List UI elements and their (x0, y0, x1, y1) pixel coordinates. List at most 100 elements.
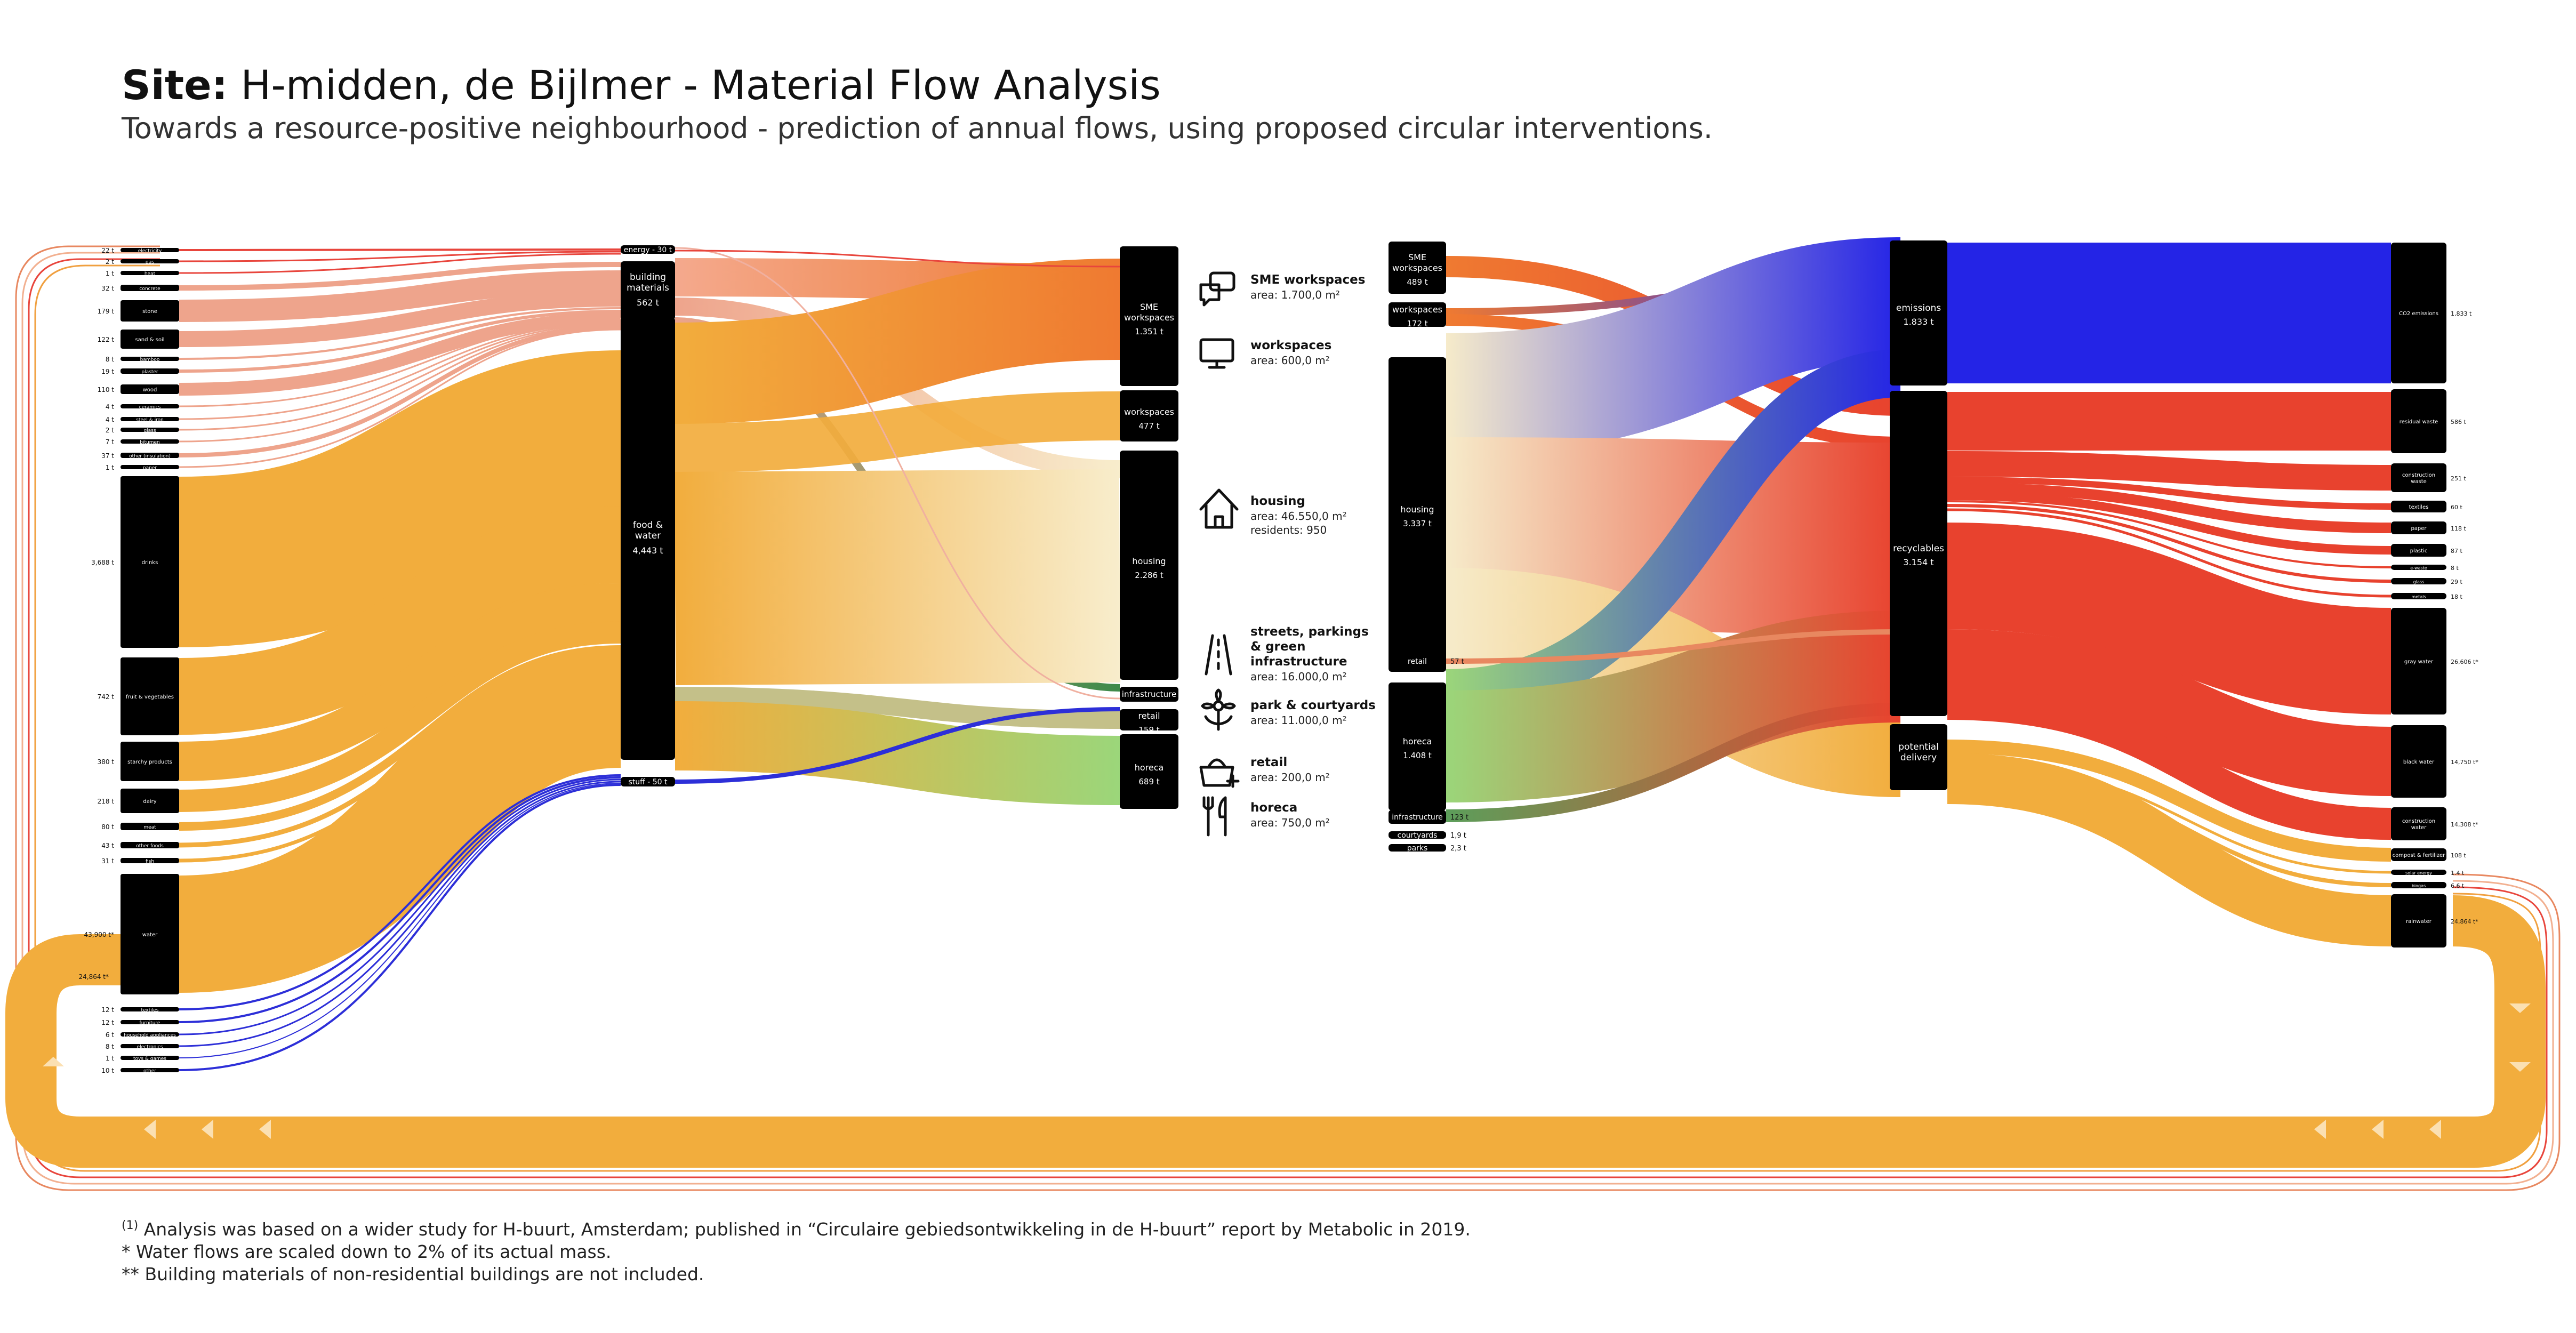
output-node-compost-fertilizer[interactable]: compost & fertilizer 108 t (2391, 848, 2466, 861)
input-node-heat[interactable]: heat 1 t (106, 270, 179, 277)
category-node-stuff[interactable]: stuff - 50 t (621, 777, 675, 786)
output-node-label: residual waste (2400, 419, 2438, 425)
output-node-glass[interactable]: glass 29 t (2391, 578, 2462, 585)
outflow-node-emissions[interactable]: emissions 1.833 t (1890, 240, 1947, 386)
input-node-dairy[interactable]: dairy 218 t (98, 789, 179, 813)
input-node-value: 179 t (98, 308, 115, 315)
input-node-sand-soil[interactable]: sand & soil 122 t (98, 330, 179, 349)
category-node-food-water[interactable]: food &water 4,443 t (621, 317, 675, 760)
input-node-meat[interactable]: meat 80 t (101, 823, 179, 831)
input-node-household-appliances[interactable]: household appliances 6 t (106, 1031, 179, 1039)
legend-item-retail: retail area: 200,0 m² (1199, 756, 1330, 788)
consumer-right-housing[interactable]: housing 3.337 t (1389, 357, 1446, 672)
input-node-ceramics[interactable]: ceramics 4 t (106, 403, 179, 411)
input-node-label: sand & soil (135, 337, 164, 343)
consumer-right-value: 172 t (1407, 319, 1427, 328)
consumer-right-parks[interactable]: parks 2,3 t (1389, 844, 1466, 853)
input-node-value: 12 t (101, 1006, 114, 1014)
output-node-metals[interactable]: metals 18 t (2391, 593, 2462, 600)
input-node-stone[interactable]: stone 179 t (98, 300, 179, 322)
input-node-other[interactable]: other 10 t (101, 1067, 179, 1074)
consumer-left-label: workspaces (1124, 312, 1174, 323)
input-node-value: 2 t (106, 258, 114, 266)
consumer-left-value: 159 t (1138, 725, 1159, 735)
input-node-glass[interactable]: glass 2 t (106, 427, 179, 434)
output-node-e-waste[interactable]: e-waste 8 t (2391, 565, 2459, 572)
input-node-plaster[interactable]: plaster 19 t (101, 368, 179, 375)
consumer-right-value: 489 t (1407, 277, 1427, 287)
output-node-gray-water[interactable]: gray water 26,606 t* (2391, 608, 2478, 714)
legend-item-park-courtyards: park & courtyards area: 11.000,0 m² (1201, 688, 1376, 731)
output-node-paper[interactable]: paper 118 t (2391, 521, 2466, 534)
input-node-bitumen[interactable]: bitumen 7 t (106, 438, 179, 446)
input-node-fish[interactable]: fish 31 t (101, 857, 179, 865)
consumer-left-workspaces[interactable]: workspaces 477 t (1120, 390, 1178, 441)
input-node-other-insulation[interactable]: other (insulation) 37 t (101, 452, 179, 460)
consumer-right-infrastructure[interactable]: infrastructure 123 t (1389, 810, 1468, 824)
output-node-black-water[interactable]: black water 14,750 t* (2391, 725, 2478, 798)
consumer-left-label: horeca (1135, 762, 1164, 773)
output-node-value: 14,308 t* (2451, 821, 2478, 828)
consumer-left-retail[interactable]: retail 159 t (1120, 709, 1178, 735)
input-node-value: 37 t (101, 452, 114, 460)
consumer-left-horeca[interactable]: horeca 689 t (1120, 734, 1178, 809)
input-node-water[interactable]: water 43,900 t* (84, 874, 179, 994)
category-node-energy[interactable]: energy - 30 t (621, 245, 675, 254)
output-node-label: rainwater (2406, 919, 2432, 925)
output-node-co2-emissions[interactable]: CO2 emissions 1,833 t (2391, 243, 2472, 383)
input-node-fruit-vegetables[interactable]: fruit & vegetables 742 t (98, 657, 179, 735)
input-node-label: heat (145, 271, 156, 277)
output-node-textiles[interactable]: textiles 60 t (2391, 501, 2462, 512)
category-node-label: food & (633, 520, 663, 531)
output-node-label: construction (2402, 472, 2435, 478)
input-node-textiles[interactable]: textiles 12 t (101, 1006, 179, 1014)
input-node-drinks[interactable]: drinks 3,688 t (91, 476, 179, 648)
output-node-biogas[interactable]: biogas 6.6 t (2391, 882, 2465, 889)
input-node-electricity[interactable]: electricity 22 t (101, 247, 179, 254)
consumer-right-label: courtyards (1398, 831, 1438, 840)
outflow-node-recyclables[interactable]: recyclables 3.154 t (1890, 391, 1947, 716)
outflow-nodes: emissions 1.833 t recyclables 3.154 t potent… (1890, 240, 1947, 790)
input-node-other-foods[interactable]: other foods 43 t (101, 842, 179, 849)
consumer-left-infrastructure[interactable]: infrastructure (1120, 687, 1178, 702)
consumer-left-label: housing (1132, 556, 1166, 566)
title-text: H-midden, de Bijlmer - Material Flow Ana… (240, 61, 1161, 109)
output-node-value: 60 t (2451, 504, 2462, 511)
output-node-rainwater[interactable]: rainwater 24,864 t* (2391, 894, 2478, 947)
consumer-right-courtyards[interactable]: courtyards 1,9 t (1389, 831, 1466, 840)
outflow-node-label: delivery (1900, 752, 1937, 763)
consumer-left-housing[interactable]: housing 2.286 t (1120, 451, 1178, 680)
input-node-paper[interactable]: paper 1 t (106, 464, 179, 471)
input-node-gas[interactable]: gas 2 t (106, 258, 179, 266)
input-node-label: ceramics (139, 405, 161, 410)
input-node-starchy-products[interactable]: starchy products 380 t (98, 742, 179, 781)
input-node-toys-games[interactable]: toys & games 1 t (106, 1055, 179, 1062)
output-node-label: gray water (2404, 659, 2434, 665)
input-node-wood[interactable]: wood 110 t (98, 384, 179, 394)
output-node-plastic[interactable]: plastic 87 t (2391, 544, 2462, 557)
input-node-bamboo[interactable]: bamboo 8 t (106, 356, 179, 363)
consumer-right-label: retail (1408, 657, 1427, 666)
output-node-label: solar energy (2405, 871, 2432, 876)
consumer-right-horeca[interactable]: horeca 1.408 t (1389, 682, 1446, 810)
input-node-value: 1 t (106, 270, 114, 277)
input-node-steel-iron[interactable]: steel & iron 4 t (106, 416, 179, 423)
input-node-concrete[interactable]: concrete 32 t (101, 285, 179, 292)
input-node-furniture[interactable]: furniture 12 t (101, 1019, 179, 1026)
output-node-solar-energy[interactable]: solar energy 1.4 t (2391, 870, 2465, 877)
output-node-residual-waste[interactable]: residual waste 586 t (2391, 389, 2466, 453)
input-node-label: steel & iron (136, 417, 164, 423)
output-node-label: plastic (2410, 548, 2428, 554)
rainwater-return-loop (5, 895, 2546, 1168)
consumer-right-retail[interactable]: retail 57 t (1389, 654, 1464, 668)
consumer-right-label: SME (1408, 252, 1426, 262)
input-node-electronics[interactable]: electronics 8 t (106, 1043, 179, 1050)
consumer-right-workspaces[interactable]: workspaces 172 t (1389, 302, 1446, 328)
